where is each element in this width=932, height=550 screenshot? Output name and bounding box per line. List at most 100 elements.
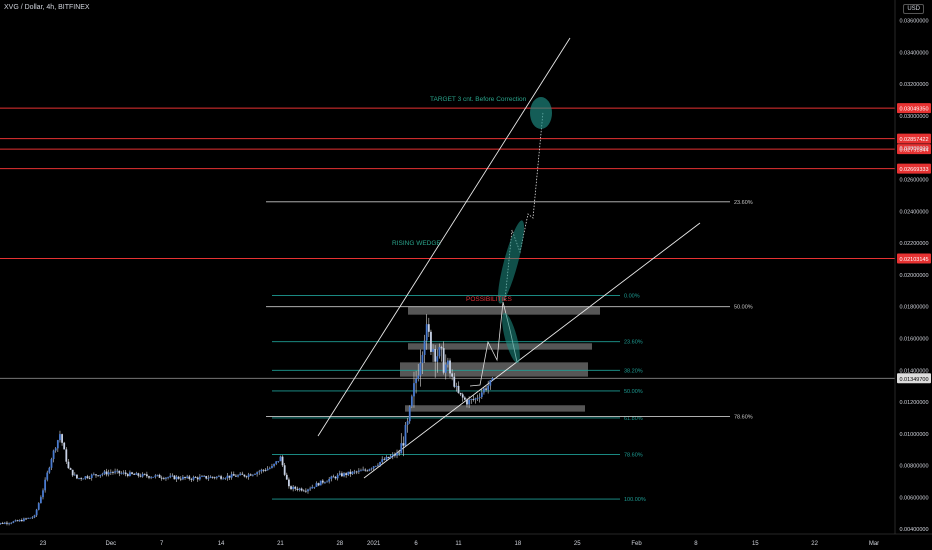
candle-body [224, 478, 227, 479]
time-tick-label: Dec [106, 541, 117, 547]
time-tick-label: 18 [515, 541, 522, 547]
currency-button[interactable]: USD [903, 4, 924, 14]
possibility-annotation: POSSIBILITIES [466, 296, 513, 303]
fib-label: 50.00% [624, 389, 643, 395]
price-tick-label: 0.01600000 [899, 337, 928, 343]
candle-body [205, 476, 208, 479]
candle-body [427, 324, 430, 332]
candle-body [366, 470, 369, 472]
time-axis[interactable]: 23 Dec 7 14 21 28 2021 6 11 18 25 Feb 8 15 22 Mar [0, 533, 932, 547]
candle-body [131, 472, 133, 474]
candle-body [402, 443, 405, 446]
candle-body [95, 474, 97, 476]
candle-body [377, 465, 379, 466]
candle-body [232, 474, 235, 476]
candle-body [203, 476, 206, 477]
candle-body [56, 440, 59, 449]
candle-body [254, 474, 256, 475]
candle-body [357, 470, 360, 472]
time-tick-label: 23 [40, 541, 47, 547]
candle-body [449, 360, 451, 374]
candle-body [8, 523, 10, 525]
time-tick-label: 8 [694, 541, 698, 547]
candle-body [23, 518, 25, 522]
candle-body [485, 388, 487, 390]
candle-body [417, 375, 420, 379]
price-tick-label: 0.02800000 [899, 146, 928, 152]
projection-path [469, 97, 552, 387]
candle-body [145, 474, 148, 477]
candle-body [408, 406, 411, 422]
candle-body [432, 348, 434, 352]
candle-body [228, 475, 231, 478]
candle-body [251, 474, 254, 476]
price-tick-label: 0.03400000 [899, 50, 928, 56]
horizontal-levels [0, 107, 895, 379]
candle-body [27, 517, 30, 519]
candle-body [266, 468, 269, 471]
projection-path-upper [504, 111, 544, 301]
candle-body [470, 399, 473, 401]
time-tick-label: Mar [869, 541, 879, 547]
price-level-tag-label: 0.02791844 [899, 148, 928, 154]
candle-body [459, 392, 462, 395]
candle-body [423, 340, 426, 355]
candle-body [336, 474, 339, 479]
candle-body [434, 348, 437, 362]
candle-body [122, 472, 125, 474]
candle-body [338, 473, 341, 475]
candle-body [37, 503, 40, 510]
candle-body [207, 478, 210, 479]
candle-body [268, 467, 271, 469]
candle-body [440, 347, 443, 349]
candle-body [309, 488, 312, 490]
price-tick-label: 0.03200000 [899, 82, 928, 88]
candle-body [330, 476, 333, 479]
fib-label: 0.00% [624, 294, 640, 300]
candle-body [99, 474, 102, 477]
candle-body [413, 383, 415, 397]
candle-body [474, 398, 477, 400]
fibonacci-levels: 0.00% 23.60% 38.20% 50.00% 61.80% 78.60% 100.0… [266, 200, 753, 503]
candle-body [42, 490, 44, 498]
price-tick-label: 0.01400000 [899, 368, 928, 374]
price-level-tag-label: 0.02103145 [899, 257, 928, 263]
price-axis[interactable]: 0.03049350 0.02857422 0.02791844 0.02669333… [894, 0, 931, 534]
candle-body [237, 475, 239, 477]
candle-body [489, 380, 492, 386]
time-tick-label: 6 [414, 541, 418, 547]
candle-body [406, 421, 409, 425]
candle-body [33, 515, 36, 518]
candle-body [349, 471, 352, 474]
candle-body [148, 476, 150, 478]
price-level-tag [897, 144, 931, 155]
candle-body [332, 476, 335, 478]
candle-body [173, 475, 176, 480]
candle-body [425, 324, 428, 341]
target-ellipse [530, 97, 552, 129]
candle-body [391, 454, 394, 457]
candle-body [364, 469, 367, 471]
candle-body [290, 486, 292, 490]
candle-body [209, 476, 212, 479]
candle-body [129, 472, 131, 476]
candle-body [466, 399, 468, 405]
price-tick-label: 0.03600000 [899, 19, 928, 25]
candle-body [46, 472, 49, 480]
candle-body [139, 475, 142, 477]
price-tick-label: 0.01200000 [899, 400, 928, 406]
candle-body [258, 471, 261, 473]
candle-body [230, 474, 233, 478]
candle-body [1, 523, 4, 524]
support-zone [408, 343, 592, 350]
candle-body [442, 348, 445, 373]
candle-body [404, 424, 407, 446]
wedge-lower-line [363, 222, 701, 479]
candle-body [328, 478, 331, 482]
candle-body [114, 471, 116, 473]
candle-body [321, 480, 324, 483]
candle-body [273, 463, 275, 467]
candle-body [80, 478, 83, 479]
candle-body [279, 456, 282, 462]
